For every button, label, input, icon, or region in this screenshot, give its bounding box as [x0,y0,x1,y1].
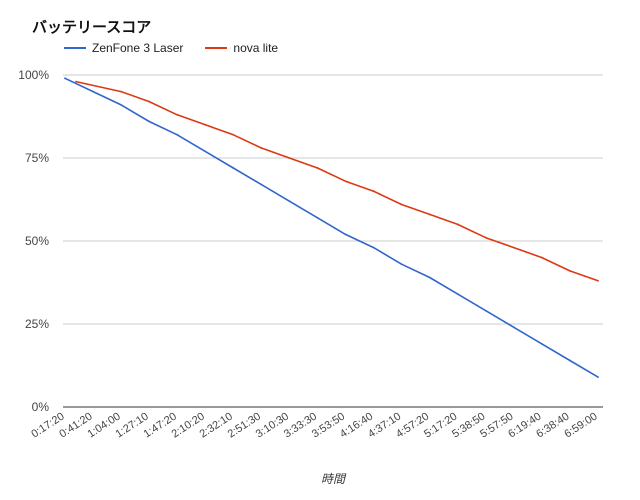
data-point [204,123,207,126]
data-point [540,256,543,259]
y-tick-label: 100% [18,68,49,82]
data-point [64,77,66,80]
data-point [344,180,347,183]
data-point [372,246,375,249]
legend-item-nova[interactable]: nova lite [205,41,278,55]
data-point [148,120,151,123]
data-point [344,233,347,236]
data-point [428,213,431,216]
data-point [569,269,571,272]
data-point [148,100,151,103]
data-point [176,113,179,116]
y-tick-label: 25% [25,317,49,331]
legend-swatch-nova [205,47,228,49]
data-point [512,246,515,249]
data-point [204,150,207,153]
data-point [400,263,403,266]
data-point [260,183,263,186]
y-tick-label: 0% [32,400,50,414]
data-point [232,133,235,136]
data-point [484,309,487,312]
legend-label-zenfone: ZenFone 3 Laser [92,41,184,55]
data-point [597,376,599,379]
data-point [75,80,77,83]
chart-title: バッテリースコア [32,19,152,36]
data-point [176,133,179,136]
data-point [484,236,487,239]
legend: ZenFone 3 Laser nova lite [64,41,300,55]
data-point [597,279,599,282]
data-point [232,167,235,169]
data-point [288,157,291,159]
legend-swatch-zenfone [64,47,86,49]
legend-label-nova: nova lite [233,41,279,55]
data-point [400,203,403,206]
data-point [540,343,543,345]
data-point [120,90,123,93]
data-point [288,200,291,203]
data-point [512,326,515,329]
data-point [260,147,263,149]
x-axis-title: 時間 [321,472,347,486]
data-point [456,223,459,226]
y-tick-label: 50% [25,234,49,248]
data-point [456,293,459,296]
series-line-nova [75,80,599,282]
data-point [316,216,319,219]
data-point [92,90,94,93]
data-point [428,276,431,279]
data-point [569,359,571,362]
series-line-zenfone [64,77,599,378]
data-point [372,190,375,193]
y-tick-label: 75% [25,151,49,165]
data-point [120,103,123,106]
data-point [316,167,319,169]
legend-item-zenfone[interactable]: ZenFone 3 Laser [64,41,183,55]
